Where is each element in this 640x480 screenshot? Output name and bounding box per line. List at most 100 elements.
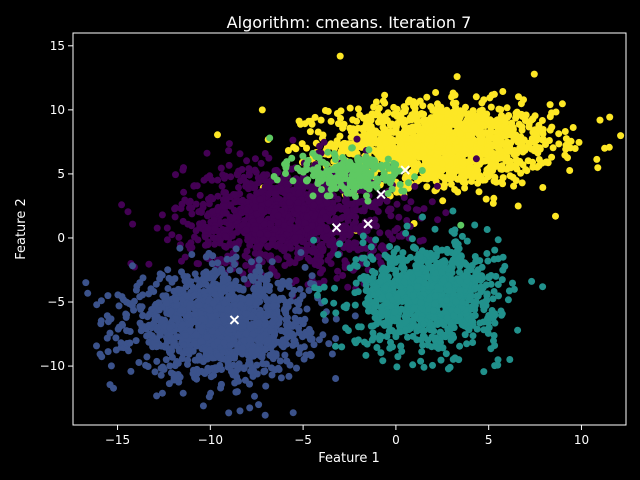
data-point [490, 337, 497, 345]
data-point [157, 371, 165, 379]
data-point [549, 144, 557, 152]
data-point [190, 317, 198, 325]
data-point [336, 240, 344, 248]
data-point [439, 258, 447, 266]
data-point [409, 243, 417, 251]
data-point [456, 107, 464, 115]
data-point [158, 211, 166, 219]
data-point [242, 262, 250, 269]
data-point [472, 155, 480, 163]
data-point [393, 105, 401, 113]
data-point [405, 179, 412, 187]
data-point [436, 172, 444, 180]
data-point [321, 316, 329, 324]
data-point [439, 197, 447, 205]
data-point [445, 144, 453, 152]
data-point [474, 149, 482, 157]
data-point [328, 350, 336, 358]
data-point [575, 138, 583, 146]
data-point [298, 140, 306, 148]
data-point [232, 245, 240, 253]
data-point [308, 120, 316, 128]
data-point [450, 334, 457, 342]
data-point [214, 259, 222, 267]
data-point [383, 333, 391, 340]
data-point [199, 200, 207, 208]
data-point [270, 293, 278, 301]
data-point [295, 189, 303, 197]
data-point [485, 273, 493, 281]
data-point [204, 367, 212, 375]
data-point [268, 264, 276, 272]
data-point [449, 89, 457, 97]
data-point [408, 235, 416, 243]
data-point [308, 335, 316, 343]
data-point [402, 310, 410, 317]
data-point [391, 308, 399, 316]
data-point [238, 350, 246, 358]
data-point [202, 268, 210, 276]
data-point [261, 411, 269, 419]
data-point [247, 367, 255, 375]
data-point [352, 218, 359, 226]
data-point [395, 130, 403, 138]
data-point [229, 295, 237, 303]
data-point [104, 292, 112, 300]
data-point [193, 182, 201, 190]
data-point [122, 310, 130, 318]
data-point [450, 249, 458, 257]
data-point [402, 229, 410, 237]
data-point [267, 344, 275, 352]
data-point [186, 245, 194, 253]
data-point [493, 137, 501, 145]
data-point [210, 216, 218, 224]
data-point [243, 206, 250, 214]
data-point [492, 163, 500, 170]
data-point [417, 357, 425, 365]
data-point [214, 131, 221, 139]
data-point [158, 271, 166, 279]
data-point [441, 181, 449, 189]
data-point [242, 226, 250, 234]
data-point [239, 196, 247, 204]
data-point [374, 208, 382, 215]
data-point [175, 378, 183, 386]
data-point [196, 281, 203, 289]
data-point [200, 357, 207, 365]
data-point [352, 225, 360, 233]
data-point [399, 108, 407, 116]
data-point [378, 242, 386, 250]
data-point [290, 286, 298, 294]
data-point [340, 222, 348, 230]
data-point [301, 263, 309, 271]
data-point [224, 305, 232, 313]
data-point [337, 214, 345, 222]
data-point [437, 103, 445, 111]
data-point [225, 140, 233, 148]
data-point [217, 218, 224, 226]
data-point [197, 337, 205, 345]
data-point [434, 216, 442, 224]
data-point [474, 113, 482, 121]
data-point [390, 128, 397, 136]
data-point [324, 256, 332, 264]
data-point [471, 221, 479, 229]
data-point [386, 243, 394, 250]
data-point [334, 251, 342, 259]
data-point [389, 146, 397, 154]
data-point [324, 107, 332, 115]
data-point [446, 176, 454, 183]
data-point [429, 157, 437, 165]
data-point [203, 333, 211, 341]
data-point [321, 297, 329, 305]
data-point [443, 297, 450, 304]
data-point [231, 307, 239, 315]
data-point [204, 225, 212, 232]
data-point [331, 215, 339, 223]
data-point [252, 225, 259, 233]
data-point [430, 307, 437, 314]
data-point [405, 144, 413, 152]
data-point [192, 331, 200, 339]
data-point [214, 352, 222, 360]
data-point [295, 307, 303, 315]
